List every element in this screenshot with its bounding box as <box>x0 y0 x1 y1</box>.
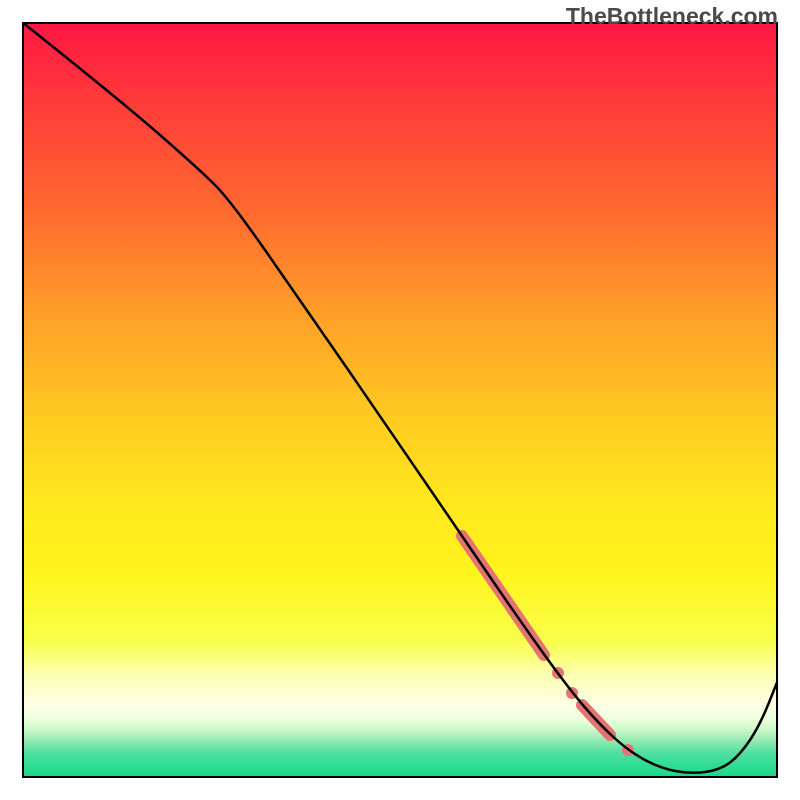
chart-svg-overlay <box>0 0 800 800</box>
plot-area <box>22 22 778 778</box>
chart-container: TheBottleneck.com <box>0 0 800 800</box>
watermark-text: TheBottleneck.com <box>566 3 778 30</box>
